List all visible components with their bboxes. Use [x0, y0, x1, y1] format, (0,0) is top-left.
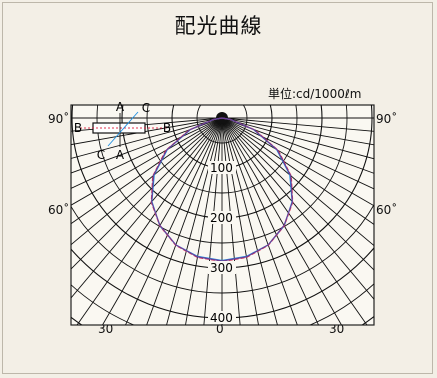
grid-spoke-50	[221, 117, 374, 247]
unit-label: 単位:cd/1000ℓm	[268, 87, 362, 101]
grid-spoke--75	[71, 117, 223, 159]
radial-tick-300: 300	[210, 261, 233, 275]
radial-tick-100: 100	[210, 161, 233, 175]
angle-label-right-60: 60˚	[376, 203, 398, 217]
legend-c-bottom: C	[97, 148, 105, 162]
angle-label-left-60: 60˚	[48, 203, 70, 217]
tick-bg-400	[208, 311, 236, 324]
legend-a-top: A	[116, 100, 125, 114]
grid-spoke--30	[101, 117, 223, 325]
grid-spoke--15	[166, 117, 223, 325]
grid-spoke--10	[185, 117, 223, 325]
grid-spoke--40	[71, 117, 223, 299]
grid-spoke-35	[221, 117, 368, 325]
grid-spoke--60	[71, 117, 223, 206]
c-line	[107, 111, 139, 147]
tick-bg-100	[208, 161, 236, 174]
grid-spoke-85	[221, 117, 374, 132]
radial-tick-400: 400	[210, 311, 233, 325]
chart-title: 配光曲線	[174, 14, 263, 38]
grid-spoke-70	[221, 117, 374, 174]
grid-spoke-60	[221, 117, 374, 207]
grid-spoke--45	[71, 117, 223, 270]
radial-ticks: 100 200 300 400	[208, 161, 236, 325]
grid-spoke-10	[221, 117, 259, 325]
legend-c-top: C	[142, 101, 150, 115]
grid-spoke-80	[221, 117, 374, 146]
tick-bg-200	[208, 211, 236, 224]
grid-spoke--70	[71, 117, 223, 174]
grid-spoke-45	[221, 117, 374, 271]
legend-a-bottom: A	[116, 148, 125, 162]
grid-spoke-40	[221, 117, 374, 300]
grid-spoke-75	[221, 117, 374, 160]
legend-b-left: B	[74, 121, 82, 135]
angle-label-left-90: 90˚	[48, 112, 70, 126]
radial-tick-200: 200	[210, 211, 233, 225]
grid-spoke--20	[146, 117, 223, 325]
grid-spoke--55	[71, 117, 223, 225]
grid-spoke-15	[221, 117, 278, 325]
grid-spoke-55	[221, 117, 374, 225]
grid-spoke-20	[221, 117, 298, 325]
grid-spoke--80	[71, 117, 223, 146]
grid-spoke--35	[76, 117, 223, 325]
grid-spoke--25	[124, 117, 223, 325]
grid-spoke-30	[221, 117, 343, 325]
grid-spoke--50	[71, 117, 223, 246]
grid-spoke-25	[221, 117, 320, 325]
tick-bg-300	[208, 261, 236, 274]
figure-frame	[2, 2, 433, 374]
angle-label-right-90: 90˚	[376, 112, 398, 126]
legend-b-right: B	[163, 121, 171, 135]
legend: A A B B C C	[74, 100, 171, 162]
